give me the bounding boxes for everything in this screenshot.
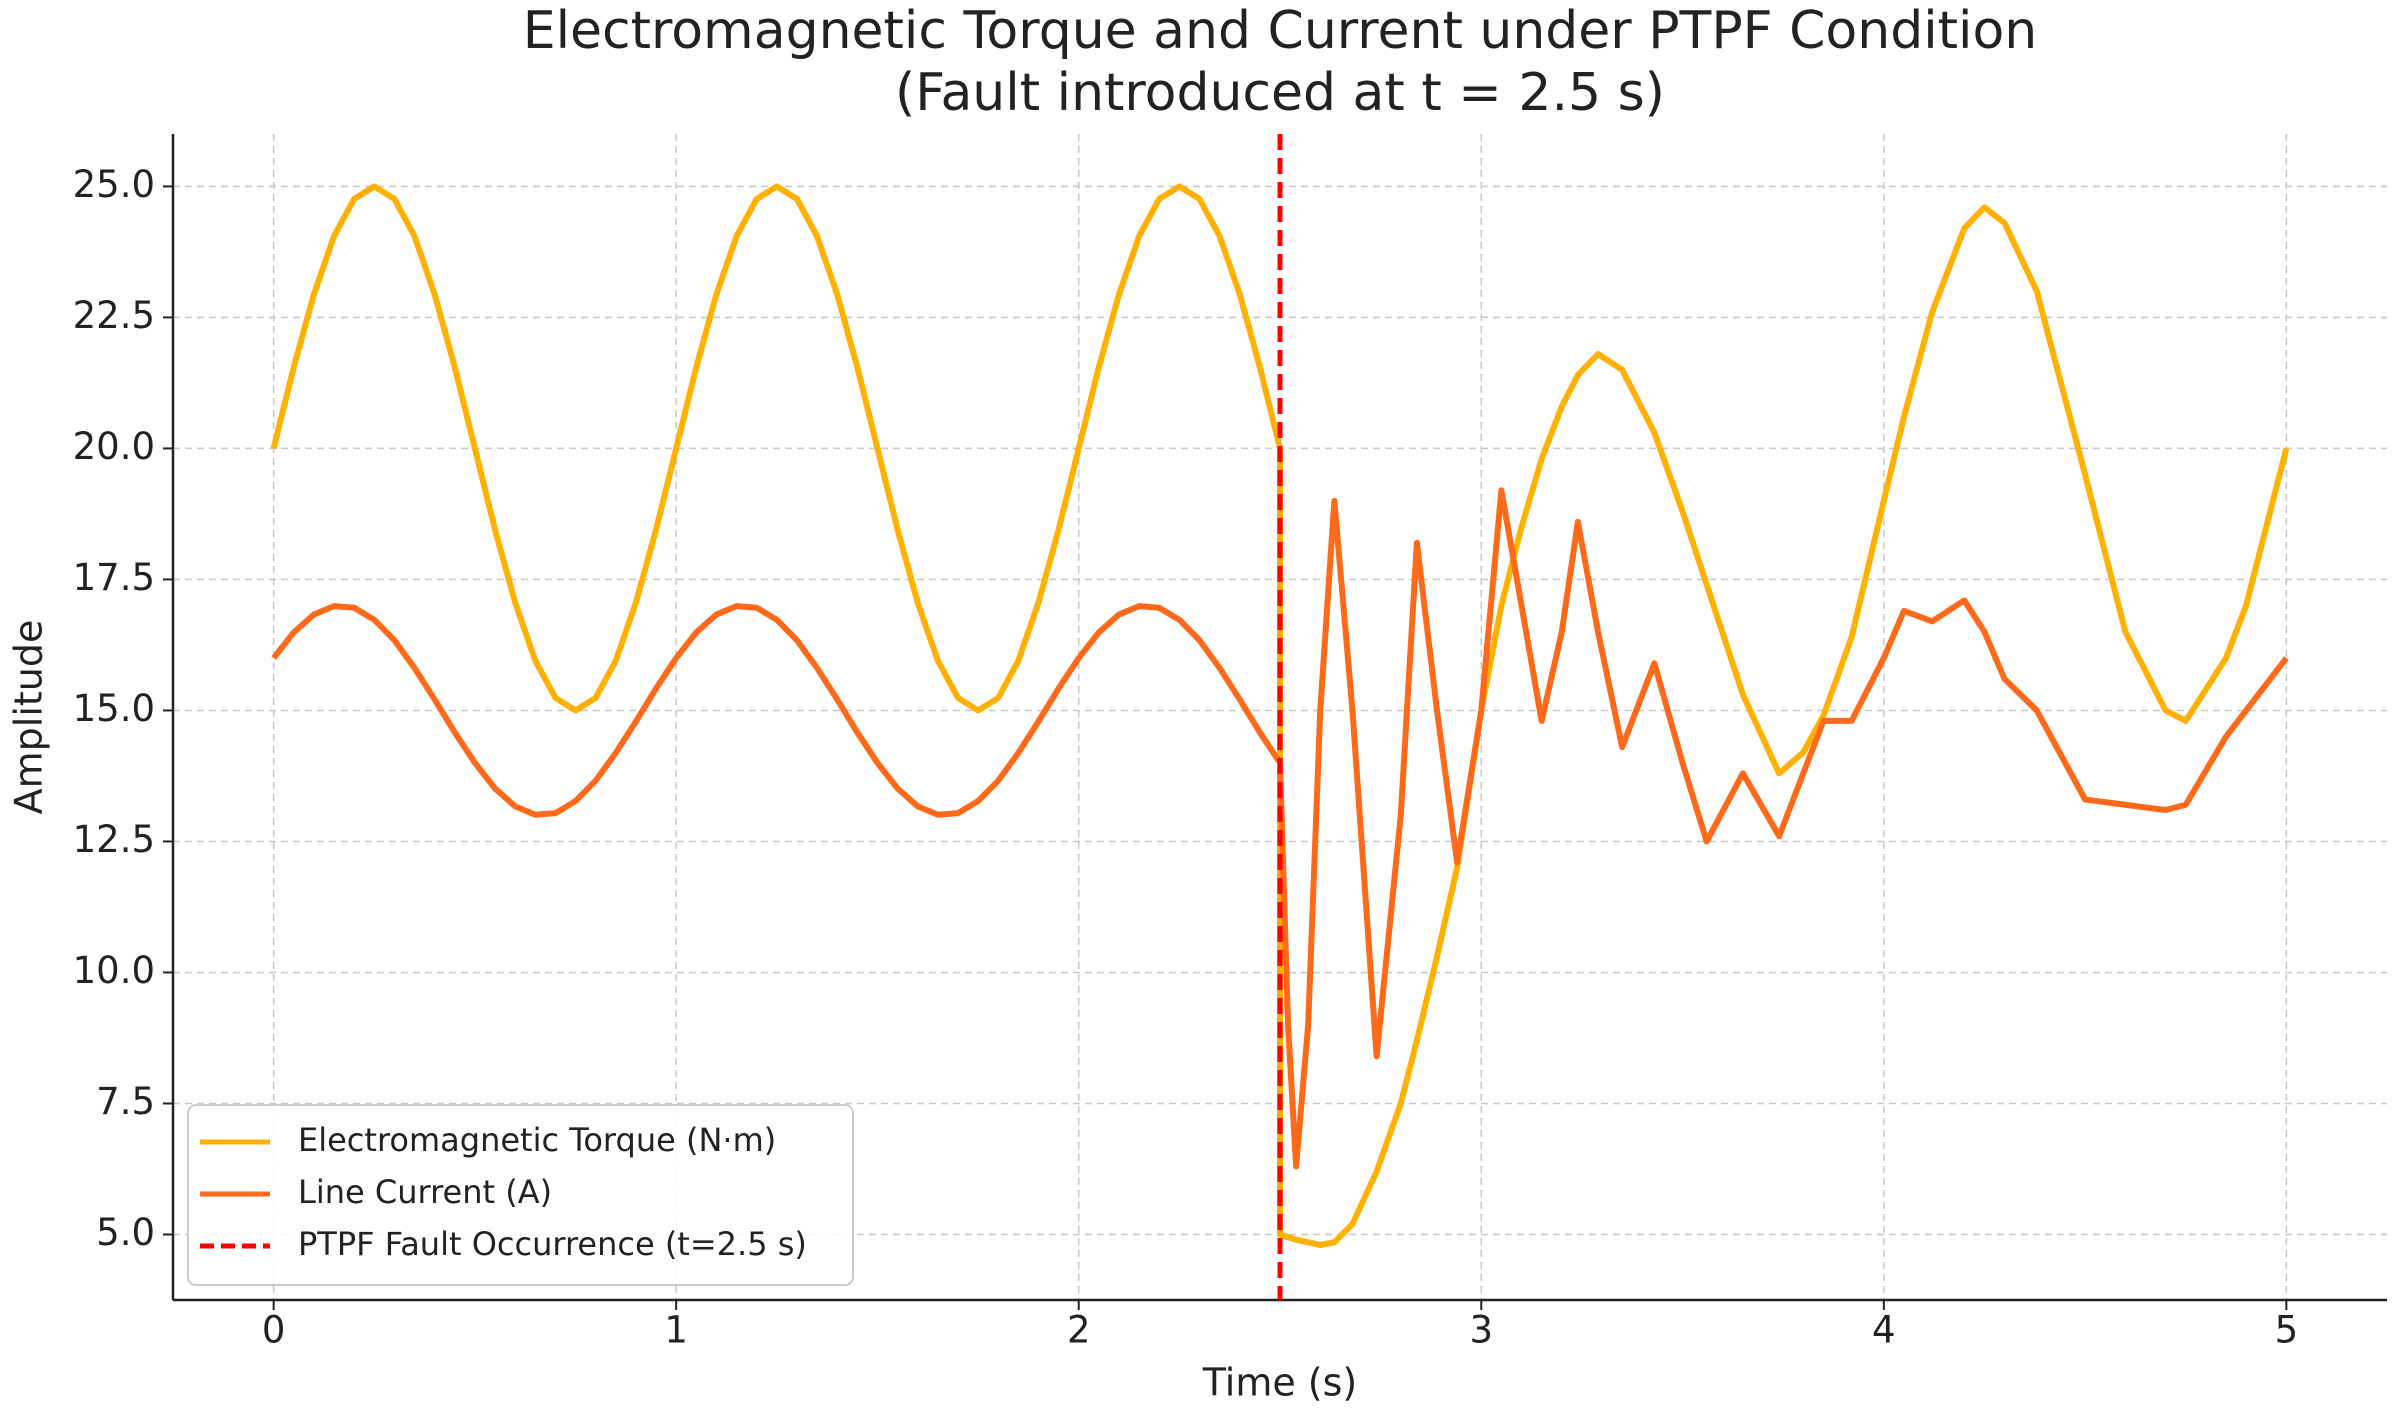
y-tick-label: 5.0 (96, 1211, 155, 1254)
y-tick-label: 12.5 (73, 818, 155, 861)
x-tick-label: 4 (1872, 1309, 1896, 1352)
x-axis-label: Time (s) (1202, 1361, 1358, 1405)
y-tick-label: 22.5 (73, 294, 155, 337)
y-axis-label: Amplitude (7, 620, 51, 815)
x-tick-label: 1 (664, 1309, 688, 1352)
y-tick-label: 15.0 (73, 687, 155, 730)
legend-label: Electromagnetic Torque (N·m) (298, 1121, 776, 1159)
y-tick-label: 10.0 (73, 949, 155, 992)
legend-label: Line Current (A) (298, 1173, 552, 1211)
legend-label: PTPF Fault Occurrence (t=2.5 s) (298, 1225, 807, 1263)
series-line (271, 487, 2289, 1170)
y-tick-label: 25.0 (73, 163, 155, 206)
x-tick-label: 0 (262, 1309, 286, 1352)
chart-title: Electromagnetic Torque and Current under… (523, 1, 2038, 61)
legend-box (187, 1104, 854, 1286)
x-tick-label: 5 (2275, 1309, 2299, 1352)
y-tick-label: 17.5 (73, 556, 155, 599)
y-tick-label: 7.5 (96, 1080, 155, 1123)
x-tick-label: 2 (1067, 1309, 1091, 1352)
y-tick-label: 20.0 (73, 425, 155, 468)
x-tick-label: 3 (1469, 1309, 1493, 1352)
series-line (270, 183, 2290, 1248)
chart-subtitle: (Fault introduced at t = 2.5 s) (895, 63, 1665, 123)
